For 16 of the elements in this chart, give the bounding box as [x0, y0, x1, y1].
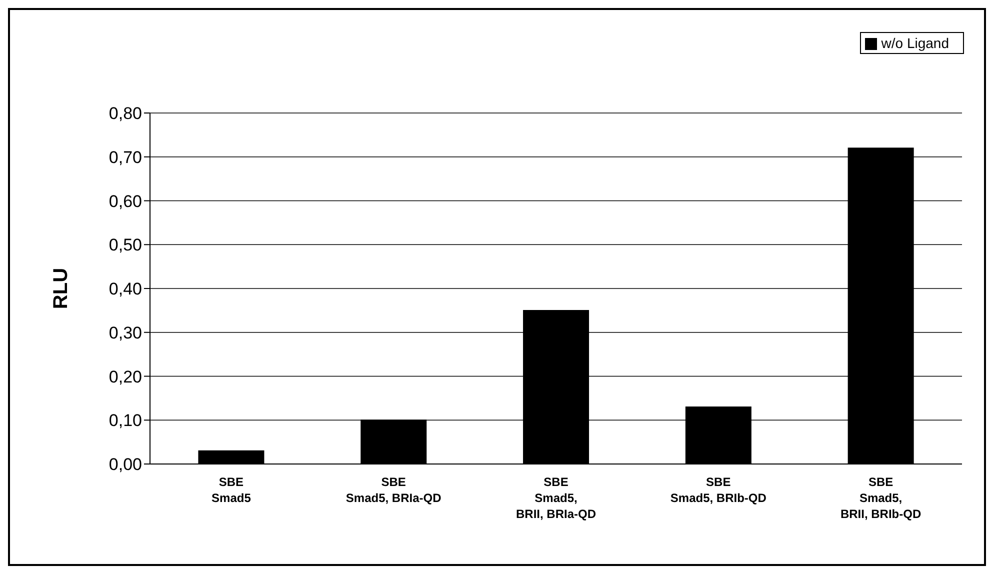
- x-tick-label: SBE Smad5: [212, 475, 252, 505]
- y-tick-label: 0,70: [108, 148, 142, 167]
- y-tick-label: 0,00: [108, 455, 142, 474]
- y-tick-label: 0,10: [108, 411, 142, 430]
- x-tick-label: SBE Smad5, BRIa-QD: [346, 475, 442, 505]
- x-tick-label: SBE Smad5, BRII, BRIa-QD: [516, 475, 596, 521]
- y-tick-label: 0,60: [108, 192, 142, 211]
- y-tick-label: 0,50: [108, 236, 142, 255]
- y-tick-label: 0,80: [108, 104, 142, 124]
- y-tick-label: 0,20: [108, 367, 142, 386]
- y-tick-label: 0,40: [108, 280, 142, 299]
- legend-label: w/o Ligand: [881, 35, 949, 51]
- y-axis-title: RLU: [50, 268, 72, 310]
- x-tick-label: SBE Smad5, BRII, BRIb-QD: [840, 475, 922, 521]
- y-tick-label: 0,30: [108, 323, 142, 342]
- x-tick-label: SBE Smad5, BRIb-QD: [670, 475, 767, 505]
